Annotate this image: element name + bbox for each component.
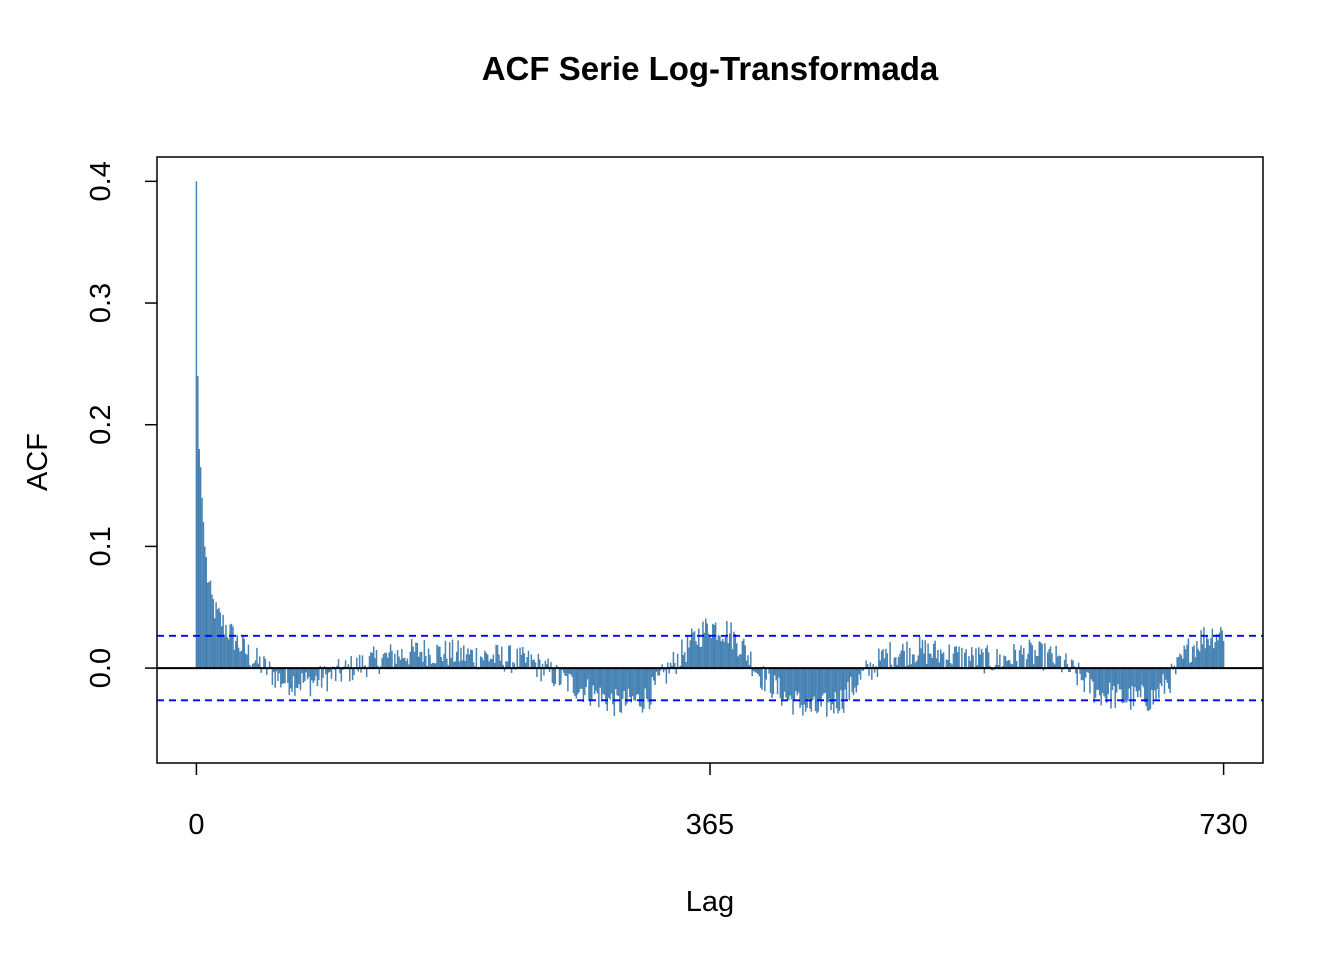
y-axis: 0.0 0.1 0.2 0.3 0.4 xyxy=(85,161,157,688)
x-tick-label: 0 xyxy=(188,809,204,841)
x-axis-label: Lag xyxy=(686,886,734,918)
reference-lines xyxy=(157,634,1263,702)
x-tick-label: 365 xyxy=(686,809,734,841)
y-tick-label: 0.0 xyxy=(85,648,117,688)
y-tick-label: 0.1 xyxy=(85,526,117,566)
x-axis: 0 365 730 xyxy=(188,763,1248,841)
y-tick-label: 0.2 xyxy=(85,405,117,445)
x-tick-label: 730 xyxy=(1199,809,1247,841)
chart-title: ACF Serie Log-Transformada xyxy=(482,50,939,87)
y-axis-label: ACF xyxy=(22,433,54,491)
y-tick-label: 0.4 xyxy=(85,161,117,201)
acf-bars xyxy=(195,181,1225,717)
y-tick-label: 0.3 xyxy=(85,283,117,323)
